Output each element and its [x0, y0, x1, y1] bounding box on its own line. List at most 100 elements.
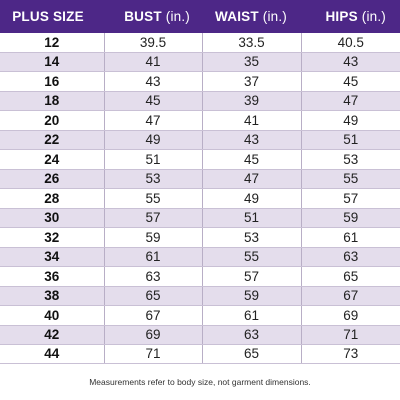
waist-cell: 43	[201, 130, 301, 151]
table-row: 28 55 49 57	[0, 188, 400, 209]
table-row: 18 45 39 47	[0, 91, 400, 112]
size-cell: 14	[0, 52, 104, 73]
header-bust-unit: (in.)	[165, 9, 190, 24]
size-cell: 24	[0, 149, 104, 170]
hips-cell: 43	[300, 52, 400, 73]
size-cell: 28	[0, 188, 104, 209]
bust-cell: 39.5	[103, 33, 202, 53]
hips-cell: 49	[300, 110, 400, 131]
hips-cell: 71	[300, 325, 400, 346]
table-row: 32 59 53 61	[0, 227, 400, 248]
size-cell: 38	[0, 286, 104, 307]
waist-cell: 61	[201, 305, 301, 326]
hips-cell: 67	[300, 286, 400, 307]
size-cell: 40	[0, 305, 104, 326]
size-table: PLUS SIZE BUST (in.) WAIST (in.) HIPS (i…	[0, 0, 400, 365]
table-row: 36 63 57 65	[0, 266, 400, 287]
hips-cell: 40.5	[300, 33, 400, 53]
bust-cell: 43	[103, 71, 202, 92]
bust-cell: 67	[103, 305, 202, 326]
header-plus-size-label: PLUS SIZE	[12, 9, 84, 24]
table-row: 38 65 59 67	[0, 286, 400, 307]
table-row: 26 53 47 55	[0, 169, 400, 190]
bust-cell: 41	[103, 52, 202, 73]
bust-cell: 59	[103, 227, 202, 248]
size-cell: 12	[0, 33, 104, 53]
table-row: 34 61 55 63	[0, 247, 400, 268]
header-waist: WAIST (in.)	[202, 0, 301, 33]
waist-cell: 37	[201, 71, 301, 92]
waist-cell: 49	[201, 188, 301, 209]
bust-cell: 71	[103, 344, 202, 365]
table-row: 44 71 65 73	[0, 344, 400, 365]
table-row: 16 43 37 45	[0, 71, 400, 92]
waist-cell: 65	[201, 344, 301, 365]
table-row: 22 49 43 51	[0, 130, 400, 151]
table-row: 24 51 45 53	[0, 149, 400, 170]
waist-cell: 39	[201, 91, 301, 112]
size-cell: 32	[0, 227, 104, 248]
size-cell: 16	[0, 71, 104, 92]
waist-cell: 33.5	[201, 33, 301, 53]
hips-cell: 55	[300, 169, 400, 190]
waist-cell: 59	[201, 286, 301, 307]
table-header: PLUS SIZE BUST (in.) WAIST (in.) HIPS (i…	[0, 0, 400, 33]
table-row: 30 57 51 59	[0, 208, 400, 229]
waist-cell: 35	[201, 52, 301, 73]
header-hips-unit: (in.)	[361, 9, 386, 24]
header-waist-label: WAIST	[215, 9, 259, 24]
waist-cell: 41	[201, 110, 301, 131]
table-row: 14 41 35 43	[0, 52, 400, 73]
size-cell: 44	[0, 344, 104, 365]
table-row: 12 39.5 33.5 40.5	[0, 33, 400, 53]
footnote: Measurements refer to body size, not gar…	[89, 377, 311, 387]
header-waist-unit: (in.)	[262, 9, 287, 24]
table-row: 42 69 63 71	[0, 325, 400, 346]
bust-cell: 69	[103, 325, 202, 346]
table-row: 40 67 61 69	[0, 305, 400, 326]
hips-cell: 61	[300, 227, 400, 248]
bust-cell: 65	[103, 286, 202, 307]
header-hips-label: HIPS	[325, 9, 358, 24]
hips-cell: 63	[300, 247, 400, 268]
size-cell: 18	[0, 91, 104, 112]
bust-cell: 53	[103, 169, 202, 190]
waist-cell: 45	[201, 149, 301, 170]
hips-cell: 45	[300, 71, 400, 92]
hips-cell: 51	[300, 130, 400, 151]
hips-cell: 57	[300, 188, 400, 209]
bust-cell: 45	[103, 91, 202, 112]
size-cell: 26	[0, 169, 104, 190]
bust-cell: 51	[103, 149, 202, 170]
waist-cell: 53	[201, 227, 301, 248]
size-cell: 30	[0, 208, 104, 229]
size-cell: 42	[0, 325, 104, 346]
bust-cell: 47	[103, 110, 202, 131]
header-hips: HIPS (in.)	[301, 0, 400, 33]
bust-cell: 63	[103, 266, 202, 287]
hips-cell: 47	[300, 91, 400, 112]
bust-cell: 49	[103, 130, 202, 151]
waist-cell: 55	[201, 247, 301, 268]
header-row: PLUS SIZE BUST (in.) WAIST (in.) HIPS (i…	[0, 0, 400, 33]
waist-cell: 63	[201, 325, 301, 346]
header-bust-label: BUST	[124, 9, 162, 24]
hips-cell: 53	[300, 149, 400, 170]
table-row: 20 47 41 49	[0, 110, 400, 131]
size-cell: 36	[0, 266, 104, 287]
header-bust: BUST (in.)	[104, 0, 202, 33]
hips-cell: 65	[300, 266, 400, 287]
size-cell: 20	[0, 110, 104, 131]
bust-cell: 55	[103, 188, 202, 209]
size-cell: 34	[0, 247, 104, 268]
bust-cell: 57	[103, 208, 202, 229]
hips-cell: 73	[300, 344, 400, 365]
waist-cell: 57	[201, 266, 301, 287]
waist-cell: 47	[201, 169, 301, 190]
bust-cell: 61	[103, 247, 202, 268]
waist-cell: 51	[201, 208, 301, 229]
size-cell: 22	[0, 130, 104, 151]
header-plus-size: PLUS SIZE	[0, 0, 104, 33]
hips-cell: 69	[300, 305, 400, 326]
